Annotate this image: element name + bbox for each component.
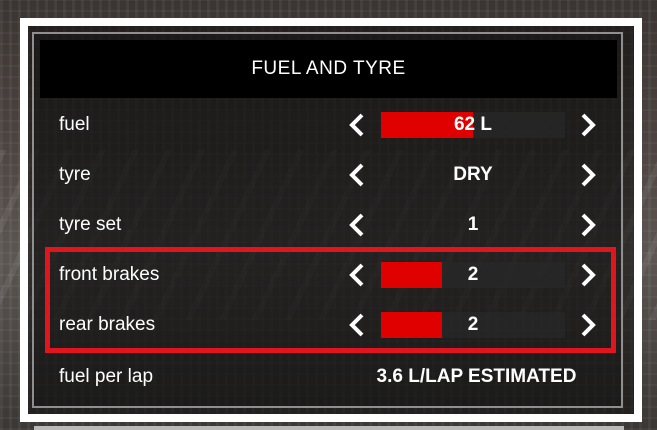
setting-row-front-brakes: front brakes 2 <box>40 250 617 300</box>
chevron-left-icon[interactable] <box>344 262 370 288</box>
chevron-left-icon[interactable] <box>344 312 370 338</box>
front-brakes-slider-fill <box>381 262 442 288</box>
setting-label: rear brakes <box>59 314 156 335</box>
chevron-left-icon[interactable] <box>344 112 370 138</box>
setting-row-tyre: tyre DRY <box>40 150 617 200</box>
setting-value: 2 <box>467 314 479 335</box>
chevron-right-icon[interactable] <box>575 112 601 138</box>
setting-label: front brakes <box>59 264 160 285</box>
setting-row-rear-brakes: rear brakes 2 <box>40 300 617 350</box>
chevron-right-icon[interactable] <box>575 162 601 188</box>
setting-row-fuel-per-lap: fuel per lap 3.6 L/LAP ESTIMATED <box>40 352 617 402</box>
chevron-right-icon[interactable] <box>575 312 601 338</box>
chevron-right-icon[interactable] <box>575 262 601 288</box>
setting-value: DRY <box>453 164 493 185</box>
chevron-right-icon[interactable] <box>575 212 601 238</box>
fuel-slider-fill <box>381 112 473 138</box>
rear-brakes-slider-fill <box>381 312 442 338</box>
setting-label: fuel per lap <box>59 366 154 387</box>
setting-row-tyre-set: tyre set 1 <box>40 200 617 250</box>
fuel-per-lap-value: 3.6 L/LAP ESTIMATED <box>376 366 577 387</box>
chevron-left-icon[interactable] <box>344 162 370 188</box>
fuel-slider-track[interactable] <box>381 112 565 138</box>
panel-title: FUEL AND TYRE <box>40 40 617 98</box>
next-panel-edge <box>34 426 624 430</box>
setting-value: 62 L <box>453 114 493 135</box>
setting-label: fuel <box>59 114 90 135</box>
setting-row-fuel: fuel 62 L <box>40 100 617 150</box>
setting-label: tyre <box>59 164 91 185</box>
chevron-left-icon[interactable] <box>344 212 370 238</box>
setting-value: 2 <box>467 264 479 285</box>
front-brakes-slider-track[interactable] <box>381 262 565 288</box>
setting-value: 1 <box>467 214 479 235</box>
rear-brakes-slider-track[interactable] <box>381 312 565 338</box>
setting-label: tyre set <box>59 214 122 235</box>
